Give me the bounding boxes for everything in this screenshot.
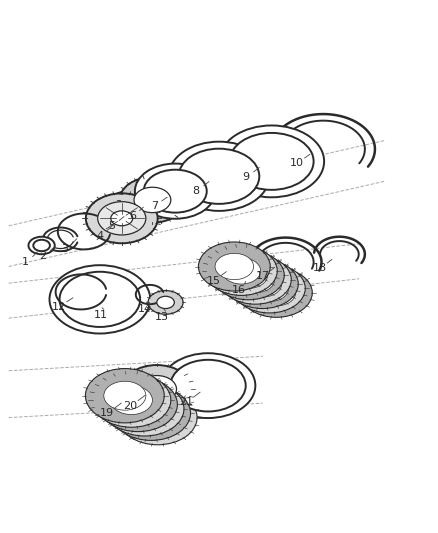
Ellipse shape [98, 201, 146, 235]
Text: 4: 4 [96, 231, 103, 241]
Ellipse shape [144, 169, 207, 213]
Ellipse shape [219, 255, 291, 304]
Text: 5: 5 [108, 221, 115, 231]
Ellipse shape [161, 353, 255, 418]
Ellipse shape [236, 266, 275, 293]
Text: 9: 9 [243, 172, 250, 182]
Ellipse shape [137, 376, 177, 403]
Ellipse shape [92, 373, 171, 427]
Text: 12: 12 [52, 302, 66, 312]
Ellipse shape [122, 365, 192, 413]
Ellipse shape [169, 142, 269, 211]
Ellipse shape [33, 240, 50, 251]
Ellipse shape [222, 258, 261, 284]
Text: 10: 10 [290, 158, 304, 168]
Ellipse shape [60, 272, 140, 327]
Ellipse shape [124, 394, 166, 423]
Ellipse shape [135, 164, 215, 219]
Text: 18: 18 [313, 263, 327, 273]
Ellipse shape [86, 193, 158, 243]
Text: 20: 20 [124, 401, 138, 411]
Ellipse shape [130, 399, 172, 427]
Ellipse shape [105, 382, 184, 436]
Text: 8: 8 [193, 186, 200, 196]
Ellipse shape [85, 368, 164, 423]
Text: 16: 16 [232, 285, 246, 295]
Ellipse shape [99, 377, 177, 432]
Ellipse shape [226, 260, 298, 309]
Ellipse shape [170, 360, 246, 411]
Ellipse shape [212, 251, 284, 300]
Ellipse shape [157, 296, 174, 309]
Text: 14: 14 [138, 304, 152, 314]
Ellipse shape [104, 381, 146, 410]
Ellipse shape [229, 262, 268, 288]
Ellipse shape [49, 265, 150, 334]
Text: 11: 11 [94, 310, 108, 320]
Ellipse shape [112, 386, 191, 440]
Ellipse shape [134, 187, 171, 213]
Ellipse shape [243, 271, 282, 297]
Text: 3: 3 [61, 244, 68, 254]
Ellipse shape [233, 264, 305, 313]
Text: 19: 19 [100, 408, 114, 418]
Ellipse shape [148, 290, 183, 314]
Ellipse shape [110, 386, 152, 415]
Ellipse shape [179, 149, 259, 204]
Ellipse shape [137, 403, 179, 432]
Text: 15: 15 [207, 276, 221, 286]
Text: 6: 6 [129, 211, 136, 221]
Ellipse shape [215, 253, 254, 280]
Text: 1: 1 [22, 257, 29, 267]
Text: 17: 17 [256, 271, 270, 281]
Text: 13: 13 [155, 312, 169, 322]
Ellipse shape [230, 133, 314, 190]
Ellipse shape [205, 246, 277, 295]
Text: 2: 2 [39, 251, 46, 261]
Text: 21: 21 [179, 397, 193, 407]
Ellipse shape [118, 391, 197, 445]
Ellipse shape [120, 177, 185, 223]
Ellipse shape [257, 280, 296, 306]
Ellipse shape [28, 237, 55, 254]
Ellipse shape [198, 242, 270, 291]
Ellipse shape [111, 211, 133, 226]
Ellipse shape [219, 125, 324, 197]
Ellipse shape [250, 275, 289, 302]
Ellipse shape [240, 268, 312, 317]
Text: 7: 7 [151, 201, 158, 211]
Ellipse shape [117, 390, 159, 419]
